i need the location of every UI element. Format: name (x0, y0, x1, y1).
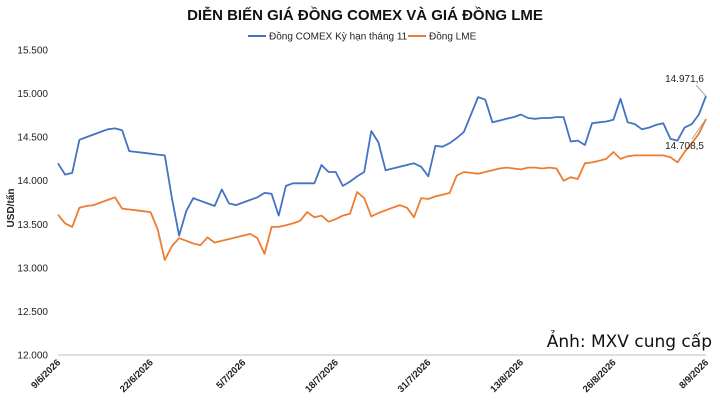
series-line-lme (57, 118, 707, 261)
x-tick-label: 26/8/2026 (581, 357, 619, 395)
series-lines (57, 95, 707, 261)
x-tick-label: 18/7/2026 (303, 357, 341, 395)
x-tick-label: 9/6/2026 (29, 357, 63, 391)
y-axis-label: USD/tấn (5, 189, 17, 228)
callout-leader (695, 84, 707, 97)
x-tick-label: 31/7/2026 (396, 357, 434, 395)
x-tick-label: 22/6/2026 (118, 357, 156, 395)
series-line-comex (57, 95, 707, 237)
legend-label-comex: Đồng COMEX Kỳ hạn tháng 11 (269, 31, 408, 43)
callout-label: 14.708,5 (665, 141, 704, 152)
callout-label: 14.971,6 (665, 74, 704, 85)
x-tick-label: 5/7/2026 (214, 357, 248, 391)
y-axis-ticks: 12.000 12.500 13.000 13.500 14.000 14.500 15.0… (17, 46, 48, 362)
y-tick-label: 15.000 (17, 89, 48, 100)
x-axis-ticks: 9/6/2026 22/6/2026 5/7/2026 18/7/2026 31/7/2… (29, 357, 711, 395)
y-tick-label: 14.500 (17, 133, 48, 144)
y-tick-label: 12.000 (17, 351, 48, 362)
y-tick-label: 12.500 (17, 307, 48, 318)
image-credit: Ảnh: MXV cung cấp (546, 332, 712, 352)
y-tick-label: 14.000 (17, 176, 48, 187)
x-tick-label: 8/9/2026 (677, 357, 711, 391)
legend-label-lme: Đồng LME (429, 31, 477, 43)
chart-title: DIỄN BIẾN GIÁ ĐỒNG COMEX VÀ GIÁ ĐỒNG LME (187, 6, 543, 24)
y-tick-label: 13.000 (17, 263, 48, 274)
x-tick-label: 13/8/2026 (488, 357, 526, 395)
callouts: 14.971,6 14.708,5 (665, 74, 707, 152)
callout-leader (691, 118, 707, 140)
y-tick-label: 13.500 (17, 220, 48, 231)
y-tick-label: 15.500 (17, 46, 48, 57)
legend: Đồng COMEX Kỳ hạn tháng 11 Đồng LME (248, 31, 477, 43)
